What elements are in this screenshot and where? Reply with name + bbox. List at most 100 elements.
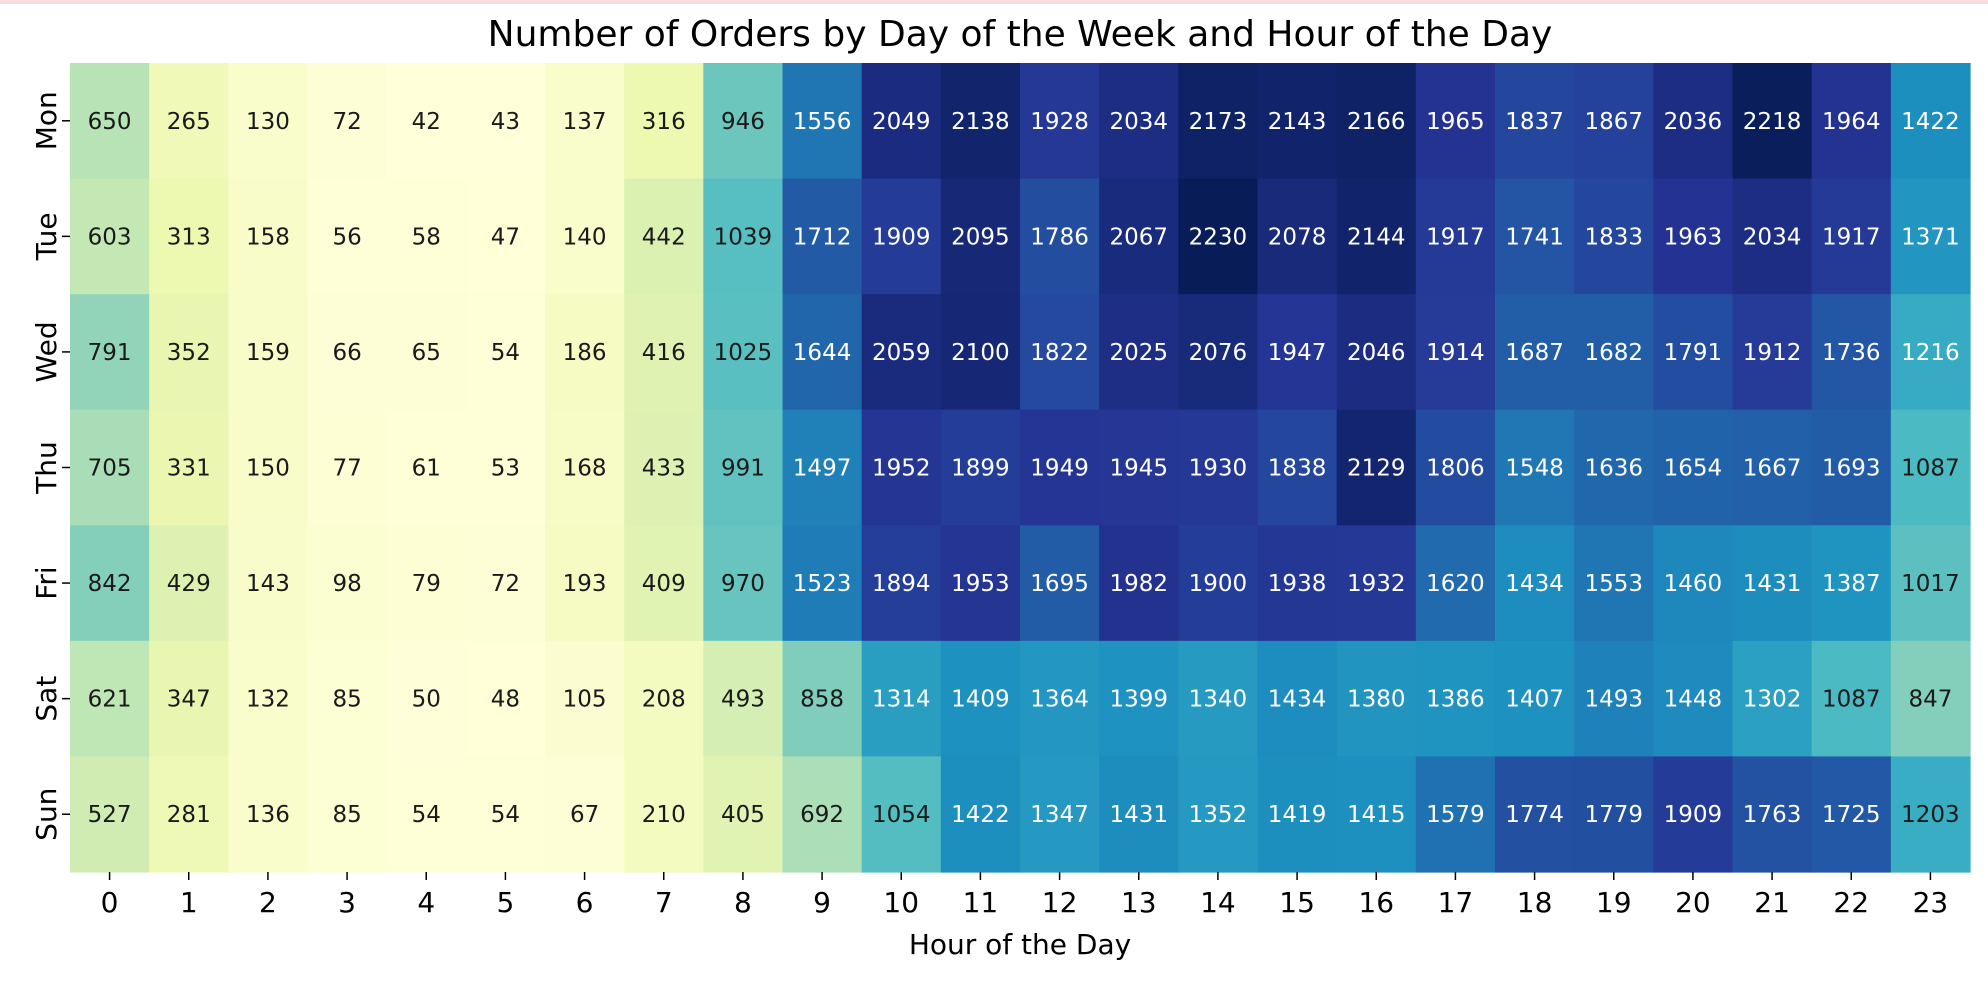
cell-value-label: 85 [332,802,361,828]
heatmap-cell: 281 [149,756,229,873]
cell-value-label: 1667 [1743,456,1802,482]
cell-value-label: 105 [563,687,607,713]
cell-value-label: 2095 [951,224,1010,250]
heatmap-cell-rect [70,178,150,295]
heatmap-cell-rect [703,409,784,526]
cell-value-label: 168 [563,456,607,482]
heatmap-cell: 1497 [782,409,863,526]
heatmap-cell-rect [1811,640,1892,758]
cell-value-label: 1822 [1030,340,1089,366]
heatmap-cell: 1900 [1178,525,1259,642]
heatmap-cell: 1371 [1890,178,1971,295]
heatmap-cell-rect [1257,640,1338,758]
heatmap-cell-rect [1495,63,1575,180]
heatmap-cell: 1779 [1574,756,1654,873]
heatmap-cell-rect [1020,756,1100,873]
heatmap-cell: 1945 [1099,409,1179,526]
heatmap-cell: 1774 [1495,756,1575,873]
heatmap-cell-rect [545,756,625,873]
heatmap-cell-rect [386,525,467,642]
heatmap-cell-rect [1415,178,1496,295]
cell-value-label: 43 [491,109,520,135]
cell-value-label: 50 [412,687,441,713]
heatmap-cell-rect [1653,640,1734,758]
heatmap-cell-rect [1336,640,1417,758]
heatmap-cell-rect [465,178,546,295]
cell-value-label: 352 [167,340,211,366]
heatmap-cell-rect [861,756,942,873]
cell-value-label: 316 [642,109,686,135]
heatmap-cell-rect [545,525,625,642]
heatmap-cell-rect [1495,525,1575,642]
heatmap-cell-rect [703,525,784,642]
heatmap-cell: 1386 [1415,640,1496,758]
cell-value-label: 1025 [714,340,773,366]
heatmap-cell-rect [1495,756,1575,873]
heatmap-cell: 1914 [1415,294,1496,411]
heatmap-cell-rect [1574,63,1654,180]
heatmap-cell-rect [1020,640,1100,758]
heatmap-cell: 1899 [940,409,1021,526]
cell-value-label: 2034 [1743,224,1802,250]
heatmap-cell-rect [70,640,150,758]
heatmap-cell-rect [307,178,388,295]
heatmap-cell: 72 [465,525,546,642]
heatmap-cell-rect [149,178,229,295]
heatmap-cell-rect [545,640,625,758]
cell-value-label: 433 [642,456,686,482]
heatmap-cell-rect [149,294,229,411]
cell-value-label: 130 [246,109,290,135]
heatmap-cell: 1493 [1574,640,1654,758]
heatmap-cell-rect [940,756,1021,873]
heatmap-cell: 1965 [1415,63,1496,180]
heatmap-cell: 72 [307,63,388,180]
heatmap-cell: 970 [703,525,784,642]
heatmap-cell: 527 [70,756,150,873]
cell-value-label: 1340 [1189,687,1248,713]
cell-value-label: 1949 [1030,456,1089,482]
heatmap-cell: 1422 [1890,63,1971,180]
x-tick-label: 11 [963,886,999,919]
heatmap-cell-rect [1178,409,1259,526]
cell-value-label: 527 [88,802,132,828]
cell-value-label: 1431 [1109,802,1168,828]
heatmap-cell: 1838 [1257,409,1338,526]
heatmap-cell-rect [1099,756,1179,873]
cell-value-label: 1460 [1664,571,1723,597]
cell-value-label: 150 [246,456,290,482]
cell-value-label: 621 [88,687,132,713]
cell-value-label: 1579 [1426,802,1485,828]
heatmap-cell: 1909 [861,178,942,295]
heatmap-cell-rect [465,756,546,873]
cell-value-label: 1620 [1426,571,1485,597]
heatmap-cell-rect [1099,63,1179,180]
heatmap-cell: 54 [465,756,546,873]
heatmap-cell-rect [940,525,1021,642]
heatmap-cell-rect [1178,178,1259,295]
heatmap-cell: 1431 [1732,525,1813,642]
heatmap-cell-rect [1178,63,1259,180]
heatmap-cell: 313 [149,178,229,295]
heatmap-cell-rect [307,640,388,758]
cell-value-label: 1431 [1743,571,1802,597]
heatmap-cell-rect [149,525,229,642]
heatmap-cell-rect [70,756,150,873]
heatmap-cell: 2034 [1099,63,1179,180]
y-tick-label: Fri [30,566,63,599]
heatmap-cell-rect [307,409,388,526]
heatmap-cell-rect [1178,525,1259,642]
heatmap-cell: 842 [70,525,150,642]
heatmap-cell-rect [1653,178,1734,295]
x-tick-label: 13 [1121,886,1157,919]
cell-value-label: 1965 [1426,109,1485,135]
heatmap-cell: 1025 [703,294,784,411]
heatmap-cell: 50 [386,640,467,758]
cell-value-label: 1791 [1664,340,1723,366]
cell-value-label: 1523 [793,571,852,597]
heatmap-cell: 1928 [1020,63,1100,180]
heatmap-cell: 65 [386,294,467,411]
heatmap-cell-rect [1890,640,1971,758]
heatmap-cell-rect [1890,525,1971,642]
cell-value-label: 650 [88,109,132,135]
cell-value-label: 1953 [951,571,1010,597]
